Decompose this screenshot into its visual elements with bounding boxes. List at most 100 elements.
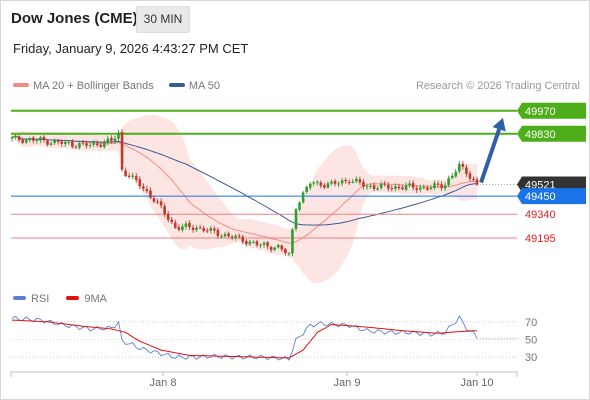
candle-body bbox=[127, 175, 131, 177]
candle-body bbox=[358, 179, 362, 183]
candle-body bbox=[418, 187, 422, 190]
header: Dow Jones (CME) 30 MIN bbox=[0, 0, 590, 36]
candle-body bbox=[284, 248, 287, 254]
candle-body bbox=[308, 183, 312, 188]
candle-body bbox=[81, 142, 85, 144]
candle-body bbox=[35, 140, 39, 142]
candle-body bbox=[113, 138, 117, 142]
candle-body bbox=[170, 219, 174, 223]
x-tick-label-0: Jan 8 bbox=[150, 377, 177, 389]
candle-body bbox=[88, 145, 92, 147]
candle-body bbox=[74, 147, 78, 149]
candle-body bbox=[408, 183, 411, 186]
candle-body bbox=[443, 185, 447, 189]
candle-body bbox=[447, 178, 450, 186]
candle-body bbox=[60, 141, 63, 144]
forecast-arrow-head bbox=[492, 117, 506, 132]
candle-body bbox=[376, 188, 379, 190]
candle-body bbox=[365, 186, 369, 188]
candle-body bbox=[71, 141, 74, 147]
candle-body bbox=[10, 137, 14, 139]
candle-body bbox=[195, 227, 198, 230]
candle-body bbox=[120, 132, 124, 170]
candle-body bbox=[312, 182, 316, 184]
candle-body bbox=[340, 180, 344, 184]
candle-body bbox=[39, 137, 42, 141]
candles bbox=[10, 129, 479, 257]
legend-item-ma50: MA 50 bbox=[168, 80, 221, 92]
interval-button[interactable]: 30 MIN bbox=[136, 6, 190, 33]
candle-body bbox=[276, 244, 280, 248]
candle-body bbox=[450, 175, 454, 178]
candle-body bbox=[191, 227, 195, 231]
candle-body bbox=[230, 236, 234, 239]
candle-body bbox=[426, 187, 429, 190]
candle-body bbox=[319, 182, 323, 186]
candle-body bbox=[248, 241, 252, 245]
rsi-line bbox=[11, 315, 478, 361]
candle-body bbox=[49, 143, 53, 145]
legend-label-ma50: MA 50 bbox=[188, 80, 221, 92]
candle-body bbox=[355, 178, 358, 182]
candle-body bbox=[369, 185, 372, 187]
candle-body bbox=[262, 242, 266, 245]
candle-body bbox=[99, 144, 103, 147]
candle-body bbox=[255, 241, 259, 246]
candle-body bbox=[209, 228, 213, 231]
candle-body bbox=[149, 190, 152, 198]
candle-body bbox=[372, 185, 376, 190]
candle-body bbox=[28, 138, 32, 141]
price-tag-49970 bbox=[517, 102, 586, 119]
bollinger-band bbox=[12, 114, 477, 284]
candle-body bbox=[85, 143, 88, 146]
candle-body bbox=[433, 183, 436, 188]
candle-body bbox=[475, 179, 479, 185]
legend-label-ma20: MA 20 + Bollinger Bands bbox=[33, 80, 154, 92]
legend-swatch-9ma bbox=[66, 296, 80, 301]
rsi-tick-50: 50 bbox=[525, 335, 537, 347]
legend-swatch-rsi bbox=[13, 296, 26, 301]
candle-body bbox=[152, 198, 156, 202]
candle-body bbox=[294, 209, 298, 229]
candle-body bbox=[216, 229, 220, 236]
candle-body bbox=[273, 247, 276, 250]
candle-body bbox=[465, 167, 468, 174]
candle-body bbox=[461, 163, 465, 167]
candle-body bbox=[14, 135, 17, 137]
candle-body bbox=[188, 222, 191, 227]
candle-body bbox=[177, 227, 181, 230]
candle-body bbox=[390, 188, 394, 190]
candle-body bbox=[202, 228, 205, 231]
candle-body bbox=[174, 222, 177, 228]
candle-body bbox=[333, 181, 337, 184]
candle-body bbox=[383, 183, 387, 185]
copyright: Research © 2026 Trading Central bbox=[415, 80, 580, 92]
candle-body bbox=[163, 206, 166, 215]
candle-body bbox=[145, 188, 149, 192]
candle-body bbox=[259, 244, 262, 246]
candle-body bbox=[53, 140, 56, 143]
price-label-49195: 49195 bbox=[525, 233, 556, 245]
candle-body bbox=[181, 226, 184, 231]
candle-body bbox=[347, 181, 351, 184]
legend-swatch-ma50 bbox=[168, 83, 185, 88]
candle-body bbox=[280, 245, 284, 250]
candle-body bbox=[411, 183, 415, 188]
rsi-legend: RSI 9MA bbox=[13, 293, 121, 305]
candle-body bbox=[227, 233, 230, 237]
candle-body bbox=[198, 227, 202, 229]
ma20-line bbox=[11, 135, 477, 244]
candle-body bbox=[454, 171, 458, 177]
candle-body bbox=[17, 136, 21, 141]
price-tag-49450 bbox=[517, 188, 586, 205]
x-tick-label-1: Jan 9 bbox=[334, 377, 361, 389]
legend-item-9ma: 9MA bbox=[66, 293, 107, 305]
ma50-line bbox=[11, 135, 478, 226]
candle-body bbox=[269, 246, 273, 251]
candle-body bbox=[301, 192, 305, 203]
candle-body bbox=[78, 143, 81, 148]
candle-body bbox=[117, 132, 120, 139]
candle-body bbox=[351, 181, 355, 183]
candle-body bbox=[415, 188, 418, 190]
candle-body bbox=[436, 183, 440, 185]
